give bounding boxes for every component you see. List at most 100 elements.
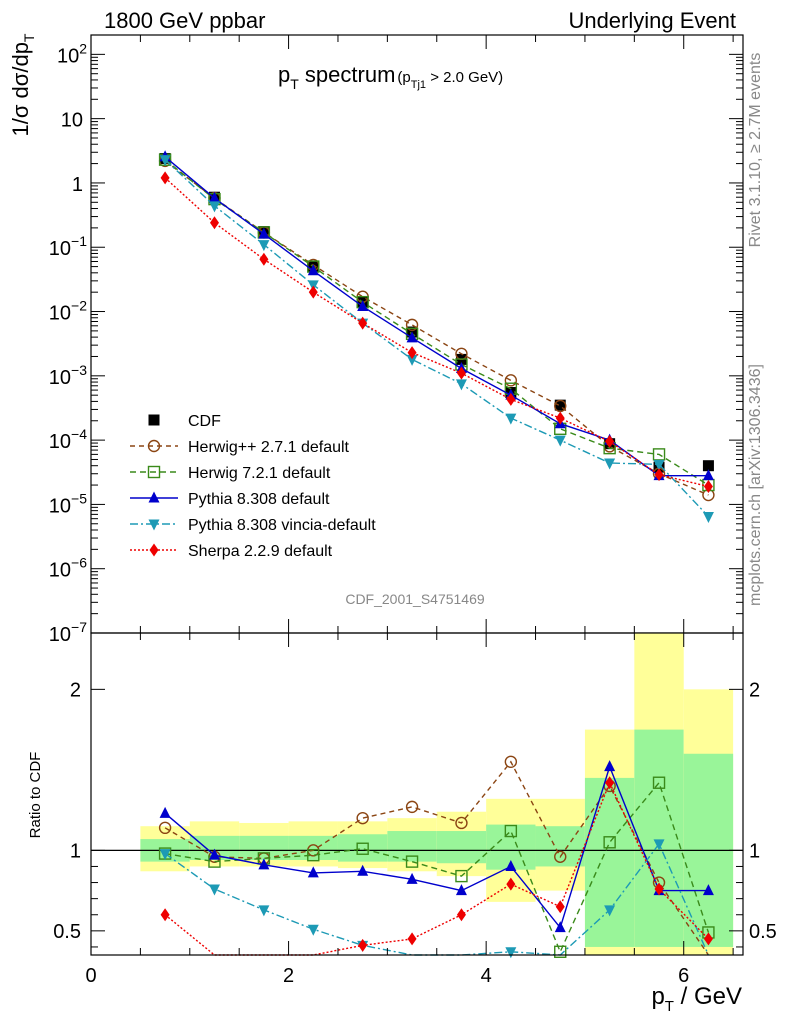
- header-left: 1800 GeV ppbar: [104, 8, 265, 33]
- uncertainty-band-green: [634, 729, 684, 947]
- legend-label: Herwig++ 2.7.1 default: [188, 439, 350, 456]
- ratio-data-point: [159, 849, 171, 861]
- ratio-data-point: [307, 866, 319, 878]
- y-tick-label: 10−2: [49, 298, 87, 325]
- ratio-data-point: [160, 908, 170, 922]
- ratio-data-point: [505, 947, 517, 959]
- ratio-data-point: [604, 905, 616, 917]
- ratio-series-line: [164, 760, 710, 956]
- ratio-data-point: [652, 776, 666, 789]
- ratio-y-tick-label-right: 1: [749, 840, 760, 862]
- main-data-point: [456, 366, 466, 380]
- x-tick-label: 6: [678, 965, 689, 987]
- ratio-data-point: [504, 755, 518, 768]
- ratio-plot-panel: 0 2 4 6 0.5 0.5 1 1 2 2: [53, 632, 777, 987]
- ratio-data-point: [208, 848, 220, 860]
- y-tick-label: 10−7: [49, 619, 87, 646]
- y-tick-label: 10−6: [49, 555, 87, 582]
- main-data-point: [357, 299, 369, 311]
- main-data-point: [208, 201, 220, 213]
- ratio-data-point: [258, 858, 270, 870]
- ratio-data-point: [358, 938, 368, 952]
- ratio-data-point: [407, 932, 417, 946]
- uncertainty-band-green: [584, 777, 635, 947]
- x-tick-label: 0: [85, 965, 96, 987]
- ratio-data-point: [307, 848, 320, 862]
- legend-label: Herwig 7.2.1 default: [188, 465, 331, 482]
- legend-label: Pythia 8.308 vincia-default: [188, 517, 376, 534]
- main-data-point: [160, 171, 170, 185]
- main-data-point: [554, 435, 566, 447]
- x-tick-label: 2: [283, 965, 294, 987]
- main-data-point: [209, 216, 219, 230]
- main-series-line: [164, 159, 709, 486]
- ratio-y-tick-label: 2: [70, 679, 81, 701]
- main-data-point: [654, 468, 664, 482]
- ratio-data-point: [455, 869, 468, 883]
- main-data-point: [554, 399, 566, 411]
- legend-label: Sherpa 2.2.9 default: [188, 543, 333, 560]
- ratio-series-line: [164, 781, 710, 954]
- y-tick-label: 102: [57, 40, 87, 67]
- main-data-point: [405, 318, 419, 332]
- ratio-data-point: [605, 776, 615, 790]
- uncertainty-band-green: [239, 835, 289, 861]
- ratio-data-point: [505, 859, 517, 871]
- ratio-plot-frame: [90, 632, 744, 956]
- y-tick-label: 10−1: [49, 233, 87, 260]
- x-tick-label: 4: [481, 965, 492, 987]
- chart-title: pT spectrum (pTj1 > 2.0 GeV): [278, 62, 503, 92]
- ratio-data-point: [506, 877, 516, 891]
- main-data-point: [554, 399, 567, 413]
- ratio-data-point: [405, 855, 419, 868]
- ratio-data-point: [555, 900, 565, 914]
- main-data-point: [702, 469, 714, 481]
- ratio-y-tick-label-right: 0.5: [749, 921, 777, 943]
- ratio-data-point: [356, 811, 369, 825]
- ratio-data-point: [357, 864, 369, 876]
- ratio-series-line: [164, 764, 709, 930]
- main-ylabel: 1/σ dσ/dpT: [8, 33, 37, 136]
- legend-marker: [148, 414, 160, 426]
- main-data-point: [653, 459, 665, 471]
- ratio-data-point: [603, 836, 616, 849]
- legend-label: Pythia 8.308 default: [188, 491, 330, 508]
- legend-marker: [148, 491, 160, 503]
- main-data-point: [307, 264, 319, 276]
- main-data-point: [208, 191, 220, 203]
- ratio-data-point: [604, 760, 616, 772]
- ratio-data-point: [654, 882, 664, 896]
- legend-marker: [149, 543, 159, 557]
- main-data-point: [406, 331, 418, 343]
- y-tick-label: 1: [72, 174, 83, 196]
- ratio-data-point: [554, 945, 567, 958]
- main-data-point: [604, 458, 616, 470]
- legend: CDF Herwig++ 2.7.1 default Herwig 7.2.1 de…: [130, 413, 376, 560]
- ratio-data-point: [703, 932, 713, 946]
- ratio-data-point: [702, 884, 714, 896]
- ratio-data-point: [158, 821, 172, 835]
- ratio-data-point: [406, 872, 418, 884]
- side-label-mcplots: mcplots.cern.ch [arXiv:1306.3436]: [747, 364, 764, 606]
- ratio-y-tick-label: 1: [70, 840, 81, 862]
- side-label-rivet: Rivet 3.1.10, ≥ 2.7M events: [747, 53, 764, 248]
- ratio-data-point: [456, 908, 466, 922]
- main-series-line: [164, 159, 709, 517]
- main-data-point: [258, 227, 270, 239]
- legend-marker: [147, 439, 161, 453]
- ratio-y-tick-label-right: 2: [749, 679, 760, 701]
- y-tick-label: 10−5: [49, 490, 87, 517]
- ratio-data-point: [208, 884, 220, 896]
- ratio-data-point: [455, 816, 468, 830]
- main-data-point: [702, 511, 714, 523]
- main-data-point: [605, 435, 615, 449]
- ratio-ylabel: Ratio to CDF: [27, 752, 44, 839]
- main-data-point: [159, 155, 171, 167]
- ratio-data-point: [554, 921, 566, 933]
- main-series-line: [164, 177, 709, 488]
- ratio-data-point: [405, 800, 419, 814]
- uncertainty-band-green: [337, 834, 388, 862]
- y-tick-label: 10−3: [49, 362, 87, 389]
- main-data-point: [702, 460, 714, 472]
